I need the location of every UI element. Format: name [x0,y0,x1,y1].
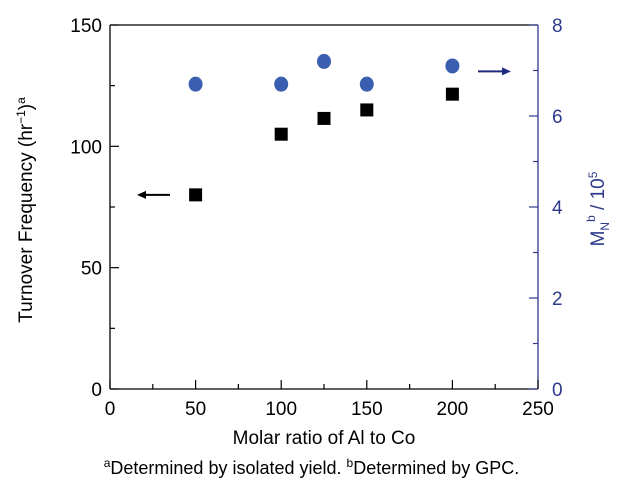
square-point [189,188,203,202]
left-tick-label: 50 [81,259,102,280]
bottom-axis: 0 50 100 150 200 250 [105,380,554,420]
circle-point [317,53,331,69]
footnote-b-text: Determined by GPC. [353,458,520,478]
bottom-tick-label: 250 [522,399,554,420]
left-tick-label: 100 [70,137,102,158]
square-point [360,103,374,117]
bottom-tick-label: 50 [185,399,206,420]
square-point [445,87,459,101]
plot-frame [109,24,539,390]
left-arrow-head [137,190,146,199]
right-tick-label: 0 [552,380,563,401]
bottom-tick-label: 100 [265,399,297,420]
left-axis: 0 50 100 150 [70,16,119,401]
footnote-a-mark: a [103,456,111,470]
data-marks [188,53,460,202]
x-axis-label: Molar ratio of Al to Co [233,428,416,449]
right-axis: 0 2 4 6 8 [529,16,563,401]
right-tick-label: 8 [552,16,563,37]
right-tick-label: 4 [552,198,563,219]
y2-axis-label-sup2: 5 [586,171,600,178]
circle-point [359,76,374,92]
y-axis-label: Turnover Frequency (hr−1)a [14,97,37,323]
y-axis-label-close: ) [16,104,37,110]
y-axis-label-main: Turnover Frequency (hr [16,123,37,323]
right-tick-label: 2 [552,289,563,310]
right-arrow-head [502,67,511,76]
square-point [317,111,331,125]
left-tick-label: 150 [70,16,102,37]
square-point [274,127,288,141]
circle-point [274,76,289,92]
y2-axis-label: MNb / 105 [584,171,612,246]
footnote: aDetermined by isolated yield. bDetermin… [0,456,623,479]
circle-point [188,76,203,92]
y-axis-label-sup: −1 [14,110,28,124]
footnote-a-text: Determined by isolated yield. [110,458,347,478]
axis-arrows [137,67,511,199]
y2-axis-label-rest: / 10 [588,178,609,215]
footnote-b-mark: b [346,456,354,470]
y-axis-label-sup2: a [14,97,28,104]
circle-point [445,58,460,74]
left-tick-label: 0 [91,380,102,401]
y2-axis-label-sub: N [598,222,612,231]
bottom-tick-label: 150 [351,399,383,420]
y2-axis-label-main: M [588,231,609,247]
y2-axis-label-sup: b [584,215,598,222]
axis-labels: Molar ratio of Al to Co Turnover Frequenc… [14,97,612,449]
right-tick-label: 6 [552,107,563,128]
bottom-tick-label: 0 [105,399,116,420]
bottom-tick-label: 200 [437,399,469,420]
